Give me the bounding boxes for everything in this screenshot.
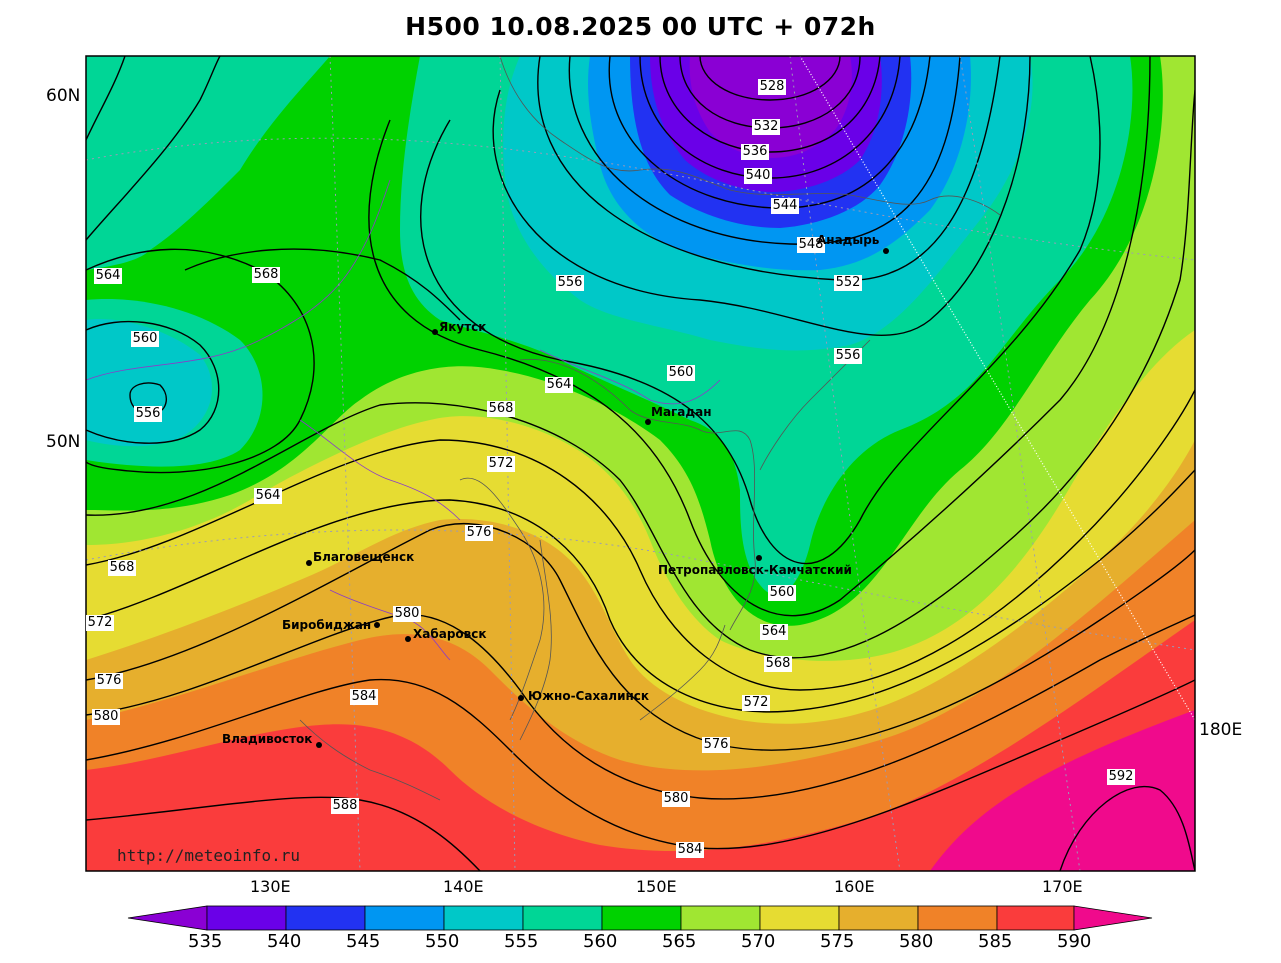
- city-khabarovsk: Хабаровск: [413, 627, 487, 641]
- city-vladivostok: Владивосток: [222, 732, 313, 746]
- lon-label-150e: 150E: [636, 877, 677, 896]
- colorbar-tick: 590: [1057, 931, 1092, 952]
- lat-label-50n: 50N: [46, 432, 81, 452]
- watermark: http://meteoinfo.ru: [117, 846, 301, 865]
- city-anadyr: Анадырь: [817, 233, 880, 247]
- band-590-plus: [930, 710, 1195, 871]
- colorbar-tick: 535: [188, 931, 223, 952]
- colorbar-tick: 565: [662, 931, 697, 952]
- city-yakutsk: Якутск: [439, 320, 487, 334]
- city-magadan: Магадан: [651, 405, 712, 419]
- colorbar-tick: 545: [346, 931, 381, 952]
- colorbar-tick: 575: [820, 931, 855, 952]
- band-535: [689, 56, 852, 158]
- lat-label-60n: 60N: [46, 86, 81, 106]
- map-title: H500 10.08.2025 00 UTC + 072h: [405, 12, 876, 41]
- colorbar-tick: 580: [899, 931, 934, 952]
- colorbar-tick: 555: [504, 931, 539, 952]
- lon-label-180e: 180E: [1199, 720, 1243, 740]
- city-birobidzhan: Биробиджан: [282, 618, 372, 632]
- lon-label-160e: 160E: [834, 877, 875, 896]
- colorbar-tick: 540: [267, 931, 302, 952]
- lon-label-130e: 130E: [250, 877, 291, 896]
- colorbar-tick: 550: [425, 931, 460, 952]
- city-yuzhno-sakhalinsk: Южно-Сахалинск: [528, 689, 650, 703]
- colorbar-tick: 585: [978, 931, 1013, 952]
- band-590: [86, 620, 1195, 871]
- lon-label-140e: 140E: [443, 877, 484, 896]
- lon-label-170e: 170E: [1042, 877, 1083, 896]
- city-petropavlovsk: Петропавловск-Камчатский: [658, 563, 852, 577]
- colorbar: [127, 905, 1153, 931]
- colorbar-tick: 560: [583, 931, 618, 952]
- colorbar-tick: 570: [741, 931, 776, 952]
- band-560: [86, 56, 330, 270]
- city-blagoveshchensk: Благовещенск: [313, 550, 415, 564]
